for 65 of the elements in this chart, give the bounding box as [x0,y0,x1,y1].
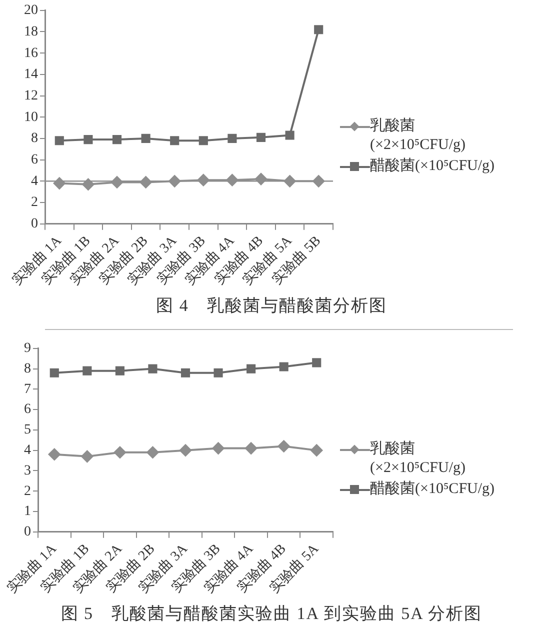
point [81,450,94,462]
point [284,175,296,188]
point [256,132,266,142]
y-tick-label: 9 [24,341,31,356]
point [168,175,181,188]
point [228,134,237,144]
y-tick-label: 2 [31,195,38,210]
point [245,442,258,454]
point [148,364,158,374]
point [212,442,224,454]
y-tick-label: 6 [31,152,38,168]
y-tick-label: 6 [24,402,31,418]
y-tick-label: 3 [24,463,31,478]
y-tick-label: 8 [24,361,31,376]
y-tick-label: 5 [24,422,31,438]
point [214,368,223,378]
point [50,368,59,378]
point [180,444,192,456]
point [54,136,64,146]
y-tick-label: 4 [24,442,31,458]
point [197,174,210,186]
point [111,176,123,188]
text: 图 5 乳酸菌与醋酸菌实验曲 1A 到实验曲 5A 分析图 [60,603,484,625]
point [312,358,322,368]
point [146,446,159,458]
point [115,366,124,376]
point [278,440,290,452]
point [48,448,60,460]
point [314,25,324,34]
point [279,362,288,372]
y-tick-label: 0 [31,216,38,232]
y-tick-label: 12 [24,88,38,104]
point [82,366,92,376]
y-tick-label: 14 [24,67,38,82]
point [140,176,152,188]
point [82,178,94,190]
point [112,135,122,144]
point [310,444,323,456]
legend-label: 醋酸菌(×10⁵CFU/g) [370,480,495,498]
y-tick-label: 8 [31,131,38,146]
y-tick-label: 10 [24,110,38,125]
y-tick-label: 0 [24,524,31,540]
point [198,136,208,146]
legend-label: 醋酸菌(×10⁵CFU/g) [370,156,495,176]
legend-label: 乳酸菌(×2×10⁵CFU/g) [370,440,466,478]
point [180,368,190,378]
point [312,175,325,188]
point [84,135,93,144]
point [285,130,294,140]
y-tick-label: 16 [24,46,38,61]
legend-label: 乳酸菌(×2×10⁵CFU/g) [370,116,466,154]
point [170,136,180,146]
point [53,177,66,190]
y-tick-label: 20 [24,3,38,18]
y-tick-label: 2 [24,484,31,499]
point [114,446,126,458]
point [255,173,267,186]
text: 图 4 乳酸菌与醋酸菌分析图 [155,295,388,317]
point [246,364,256,374]
point [141,134,150,144]
y-tick-label: 7 [24,382,31,397]
y-tick-label: 4 [31,174,38,189]
y-tick-label: 18 [24,24,38,40]
y-tick-label: 1 [24,504,31,520]
point [226,174,238,186]
